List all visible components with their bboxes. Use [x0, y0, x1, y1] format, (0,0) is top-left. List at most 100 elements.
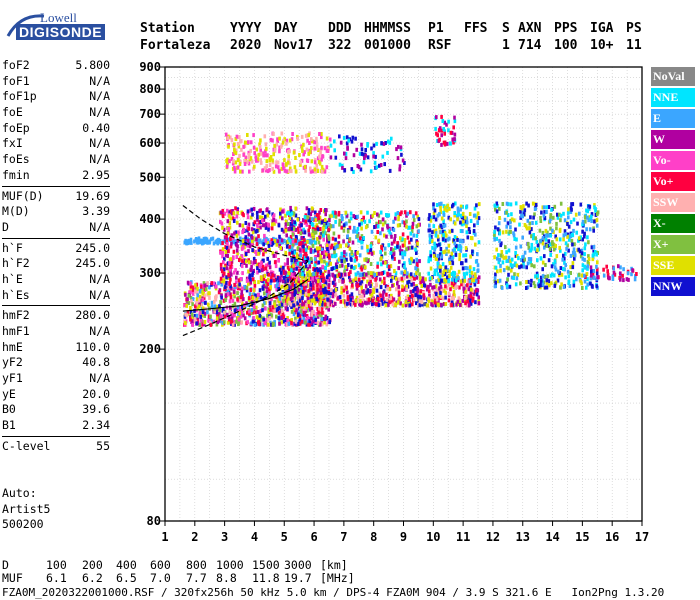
- echo-point: [343, 254, 346, 259]
- echo-point: [364, 225, 368, 230]
- echo-point: [435, 292, 438, 297]
- echo-point: [349, 302, 353, 307]
- echo-point: [325, 165, 329, 170]
- echo-point: [231, 298, 235, 303]
- echo-point: [193, 285, 197, 290]
- echo-point: [306, 308, 309, 313]
- echo-point: [302, 152, 305, 157]
- echo-point: [279, 246, 282, 250]
- echo-point: [328, 218, 331, 223]
- echo-point: [377, 299, 380, 304]
- echo-point: [255, 298, 259, 303]
- echo-point: [386, 286, 389, 291]
- echo-point: [263, 223, 267, 228]
- echo-point: [348, 275, 351, 280]
- echo-point: [259, 225, 262, 230]
- echo-point: [526, 261, 530, 266]
- echo-point: [327, 283, 331, 288]
- echo-point: [401, 158, 405, 163]
- echo-point: [333, 250, 336, 255]
- echo-point: [358, 290, 361, 295]
- echo-point: [375, 165, 378, 170]
- echo-point: [226, 219, 230, 224]
- echo-point: [586, 209, 589, 214]
- echo-point: [252, 133, 255, 138]
- echo-point: [429, 250, 432, 255]
- echo-point: [514, 282, 518, 287]
- echo-point: [436, 272, 440, 277]
- echo-point: [559, 285, 562, 290]
- echo-point: [434, 126, 437, 131]
- echo-point: [238, 135, 241, 140]
- echo-point: [384, 141, 387, 145]
- echo-point: [298, 227, 302, 232]
- echo-point: [221, 208, 225, 213]
- echo-point: [253, 164, 256, 169]
- echo-point: [194, 238, 198, 243]
- echo-point: [324, 265, 327, 270]
- echo-point: [267, 307, 271, 312]
- echo-point: [324, 292, 327, 297]
- echo-point: [294, 240, 297, 245]
- echo-point: [571, 265, 575, 270]
- echo-point: [258, 268, 261, 273]
- echo-point: [215, 284, 218, 289]
- echo-point: [218, 308, 222, 312]
- echo-point: [260, 277, 263, 282]
- echo-point: [307, 228, 310, 233]
- echo-point: [303, 150, 306, 155]
- echo-point: [320, 132, 323, 136]
- x-tick-label: 8: [370, 530, 377, 544]
- echo-point: [362, 293, 366, 298]
- echo-point: [285, 162, 288, 167]
- echo-point: [313, 140, 316, 145]
- echo-point: [496, 227, 500, 232]
- echo-point: [282, 209, 286, 214]
- echo-point: [201, 288, 204, 293]
- echo-point: [449, 287, 452, 292]
- echo-point: [567, 248, 570, 253]
- echo-point: [544, 263, 547, 267]
- echo-point: [365, 290, 368, 295]
- echo-point: [558, 227, 562, 232]
- echo-point: [324, 295, 328, 300]
- header-value: Fortaleza: [140, 38, 211, 53]
- echo-point: [494, 207, 497, 212]
- echo-point: [396, 241, 399, 246]
- echo-point: [288, 245, 292, 250]
- echo-point: [493, 255, 496, 260]
- echo-point: [571, 250, 575, 255]
- echo-point: [438, 126, 442, 131]
- echo-point: [500, 250, 504, 254]
- echo-point: [258, 313, 262, 318]
- echo-point: [195, 301, 199, 306]
- echo-point: [354, 276, 358, 281]
- echo-point: [535, 239, 539, 244]
- echo-point: [532, 233, 535, 237]
- echo-point: [507, 248, 511, 253]
- echo-point: [346, 234, 349, 239]
- echo-point: [328, 320, 331, 325]
- echo-point: [232, 211, 236, 216]
- header-value: 11: [626, 38, 642, 53]
- echo-point: [346, 229, 350, 234]
- echo-point: [327, 307, 330, 312]
- echo-point: [244, 235, 248, 240]
- header-value: Nov17: [274, 38, 314, 53]
- param-value: 39.6: [82, 402, 110, 417]
- echo-point: [323, 259, 326, 264]
- echo-point: [291, 293, 294, 298]
- echo-point: [391, 275, 394, 280]
- muf-row: MUF: [2, 571, 23, 585]
- echo-point: [204, 287, 208, 292]
- echo-point: [197, 313, 201, 318]
- legend-entry-sse: SSE: [651, 256, 695, 275]
- param-row: foE N/A: [2, 105, 110, 121]
- echo-point: [401, 251, 404, 256]
- echo-point: [362, 298, 365, 303]
- echo-point: [209, 314, 212, 319]
- echo-point: [429, 253, 432, 258]
- echo-point: [554, 244, 557, 248]
- param-row: foEs N/A: [2, 152, 110, 168]
- echo-point: [430, 276, 433, 281]
